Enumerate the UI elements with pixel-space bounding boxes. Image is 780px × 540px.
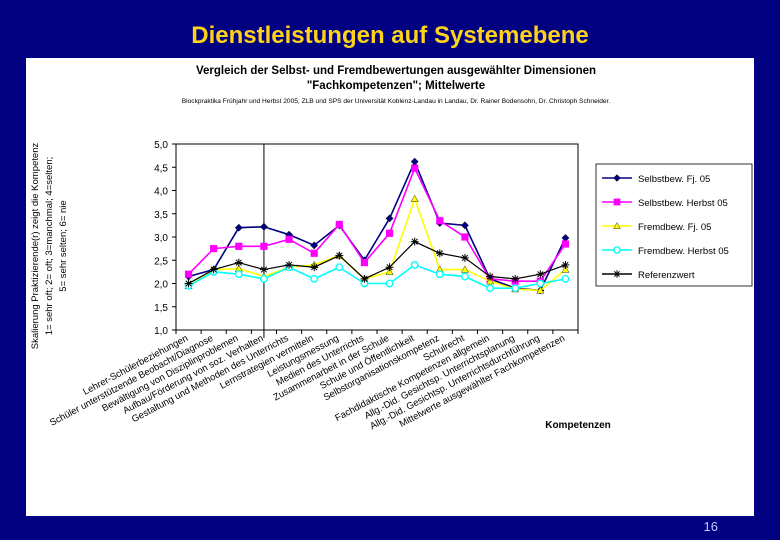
data-point <box>360 258 369 267</box>
y-tick-label: 1,0 <box>154 326 168 337</box>
legend-label: Fremdbew. Fj. 05 <box>638 222 711 233</box>
chart-subtitle: Blockpraktika Frühjahr und Herbst 2005, … <box>182 98 611 105</box>
legend-label: Fremdbew. Herbst 05 <box>638 246 729 257</box>
data-point <box>335 220 343 229</box>
data-point <box>613 198 621 206</box>
data-point <box>511 274 520 283</box>
legend-label: Referenzwert <box>638 270 695 281</box>
series-line <box>188 240 566 285</box>
data-point <box>335 251 344 260</box>
data-point <box>260 242 268 250</box>
slide-title: Dienstleistungen auf Systemebene <box>191 22 589 49</box>
data-point <box>259 222 268 231</box>
legend-label: Selbstbew. Herbst 05 <box>638 198 728 209</box>
data-point <box>561 260 570 269</box>
data-point <box>385 279 394 288</box>
legend-box <box>595 163 753 287</box>
y-axis-label-line2: 1= sehr oft; 2= oft; 3=manchmal; 4=selte… <box>44 157 55 336</box>
data-point <box>235 242 243 250</box>
data-point <box>335 263 344 272</box>
data-point <box>536 286 545 294</box>
data-point <box>184 270 193 278</box>
data-point <box>486 277 495 285</box>
plot-area: 1,01,52,02,53,03,54,04,55,0Lehrer-Schüle… <box>48 140 579 432</box>
y-tick-label: 1,5 <box>154 303 168 314</box>
y-tick-label: 4,0 <box>154 187 168 198</box>
data-point <box>460 265 469 273</box>
data-point <box>385 214 394 223</box>
data-point <box>561 265 570 273</box>
data-point <box>511 284 520 293</box>
data-point <box>385 263 394 272</box>
data-point <box>561 240 570 248</box>
data-point <box>259 265 268 274</box>
y-tick-label: 5,0 <box>154 140 168 151</box>
series-line <box>188 196 566 292</box>
data-point <box>436 217 444 225</box>
data-point <box>561 274 570 283</box>
plot-frame <box>175 143 579 331</box>
data-point <box>460 272 469 281</box>
y-tick-label: 3,0 <box>154 233 168 244</box>
data-point <box>435 270 444 279</box>
data-point <box>435 249 444 258</box>
y-tick-label: 4,5 <box>154 163 168 174</box>
data-point <box>410 194 419 202</box>
x-axis-label: Kompetenzen <box>545 420 611 431</box>
y-tick-label: 2,5 <box>154 256 168 267</box>
data-point <box>385 267 394 275</box>
data-point <box>234 258 243 267</box>
data-point <box>536 279 545 288</box>
data-point <box>209 265 218 274</box>
data-point <box>285 235 293 243</box>
data-point <box>411 164 419 172</box>
data-point <box>259 274 268 283</box>
y-axis-label-line1: Skalierung Praktizierende(r) zeigt die K… <box>30 143 41 350</box>
data-point <box>234 223 243 232</box>
data-point <box>184 279 193 288</box>
data-point <box>360 274 369 283</box>
data-point <box>613 270 621 278</box>
data-point <box>613 222 621 229</box>
chart-title: Vergleich der Selbst- und Fremdbewertung… <box>196 65 596 77</box>
data-point <box>486 284 495 293</box>
data-point <box>285 260 294 269</box>
data-point <box>461 233 469 241</box>
series-line <box>188 159 567 292</box>
series-line <box>188 263 566 289</box>
y-axis-label-line3: 5= sehr selten; 6= nie <box>58 200 69 291</box>
data-point <box>310 263 319 272</box>
page-number: 16 <box>703 519 718 534</box>
data-point <box>410 237 419 246</box>
data-point <box>310 274 319 283</box>
data-point <box>385 229 394 237</box>
data-point <box>486 272 495 281</box>
data-point <box>613 174 621 182</box>
data-point <box>460 253 469 262</box>
data-point <box>613 246 621 254</box>
y-tick-label: 3,5 <box>154 210 168 221</box>
y-tick-label: 2,0 <box>154 280 168 291</box>
data-point <box>310 249 318 257</box>
chart-title-line2: "Fachkompetenzen"; Mittelwerte <box>307 80 485 92</box>
data-point <box>310 241 319 250</box>
data-point <box>460 221 469 230</box>
legend-label: Selbstbew. Fj. 05 <box>638 174 710 185</box>
data-point <box>234 270 243 279</box>
chart-panel: Vergleich der Selbst- und Fremdbewertung… <box>26 58 754 516</box>
data-point <box>410 260 419 269</box>
data-point <box>210 245 218 253</box>
line-chart: Vergleich der Selbst- und Fremdbewertung… <box>30 65 753 432</box>
series-line <box>187 166 567 282</box>
data-point <box>536 270 545 279</box>
legend: Selbstbew. Fj. 05 Selbstbew. Herbst 05 Fre… <box>595 163 753 287</box>
